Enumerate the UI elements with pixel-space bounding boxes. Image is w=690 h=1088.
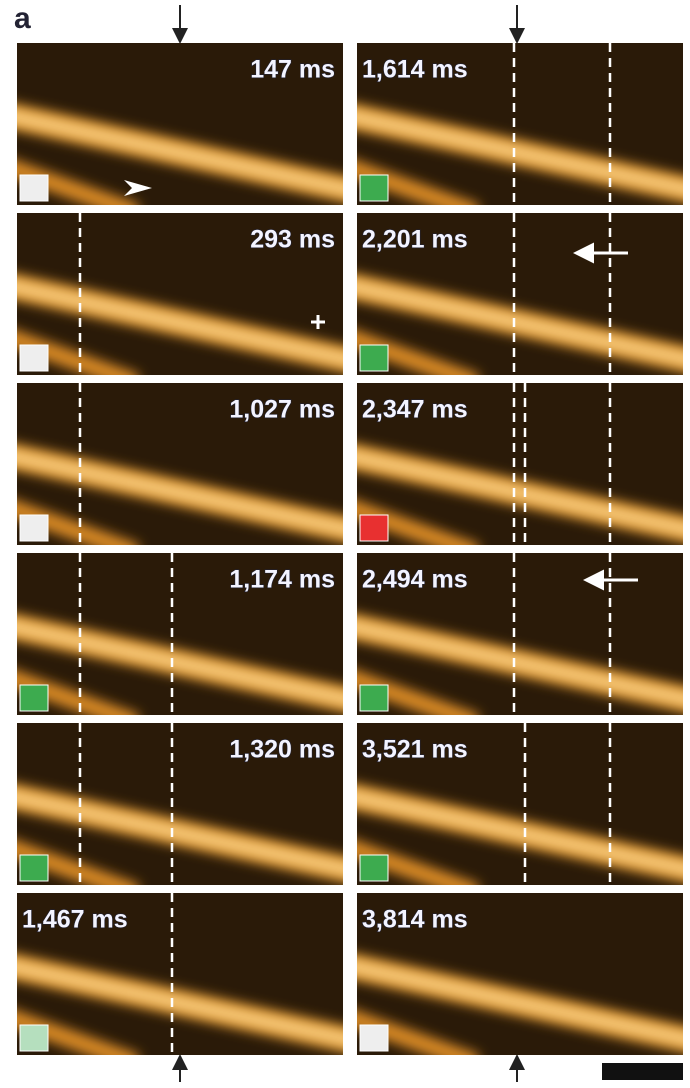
frame: 1,174 ms [0, 553, 363, 723]
time-label: 3,814 ms [362, 906, 468, 934]
frame: 2,201 ms [337, 213, 690, 383]
status-square [20, 345, 48, 371]
frame: 3,814 ms [337, 893, 690, 1063]
figure: a 147 ms 293 ms 1,027 ms 1,174 ms 1,320 ms 1,… [0, 0, 690, 1088]
time-label: 1,467 ms [22, 906, 128, 934]
scale-bar [602, 1063, 683, 1080]
frame: 1,027 ms [0, 383, 363, 553]
time-label: 1,320 ms [229, 736, 335, 764]
status-square [360, 1025, 388, 1051]
page: a 147 ms 293 ms 1,027 ms 1,174 ms 1,320 ms 1,… [0, 0, 690, 1088]
status-square [360, 175, 388, 201]
status-square [360, 515, 388, 541]
frame: 1,467 ms [0, 893, 363, 1063]
time-label: 147 ms [250, 56, 335, 84]
frame: 3,521 ms [337, 723, 690, 893]
status-square [360, 855, 388, 881]
status-square [20, 175, 48, 201]
frame: 293 ms [0, 213, 363, 383]
frame: 1,614 ms [337, 43, 690, 213]
frame: 1,320 ms [0, 723, 363, 893]
time-label: 2,347 ms [362, 396, 468, 424]
time-label: 2,201 ms [362, 226, 468, 254]
status-square [20, 685, 48, 711]
time-label: 1,027 ms [229, 396, 335, 424]
time-label: 3,521 ms [362, 736, 468, 764]
time-label: 1,174 ms [229, 566, 335, 594]
time-label: 293 ms [250, 226, 335, 254]
frame: 147 ms [0, 43, 363, 213]
status-square [360, 345, 388, 371]
panel-label: a [14, 2, 31, 35]
time-label: 2,494 ms [362, 566, 468, 594]
status-square [20, 515, 48, 541]
frame: 2,347 ms [337, 383, 690, 553]
status-square [360, 685, 388, 711]
time-label: 1,614 ms [362, 56, 468, 84]
status-square [20, 1025, 48, 1051]
status-square [20, 855, 48, 881]
